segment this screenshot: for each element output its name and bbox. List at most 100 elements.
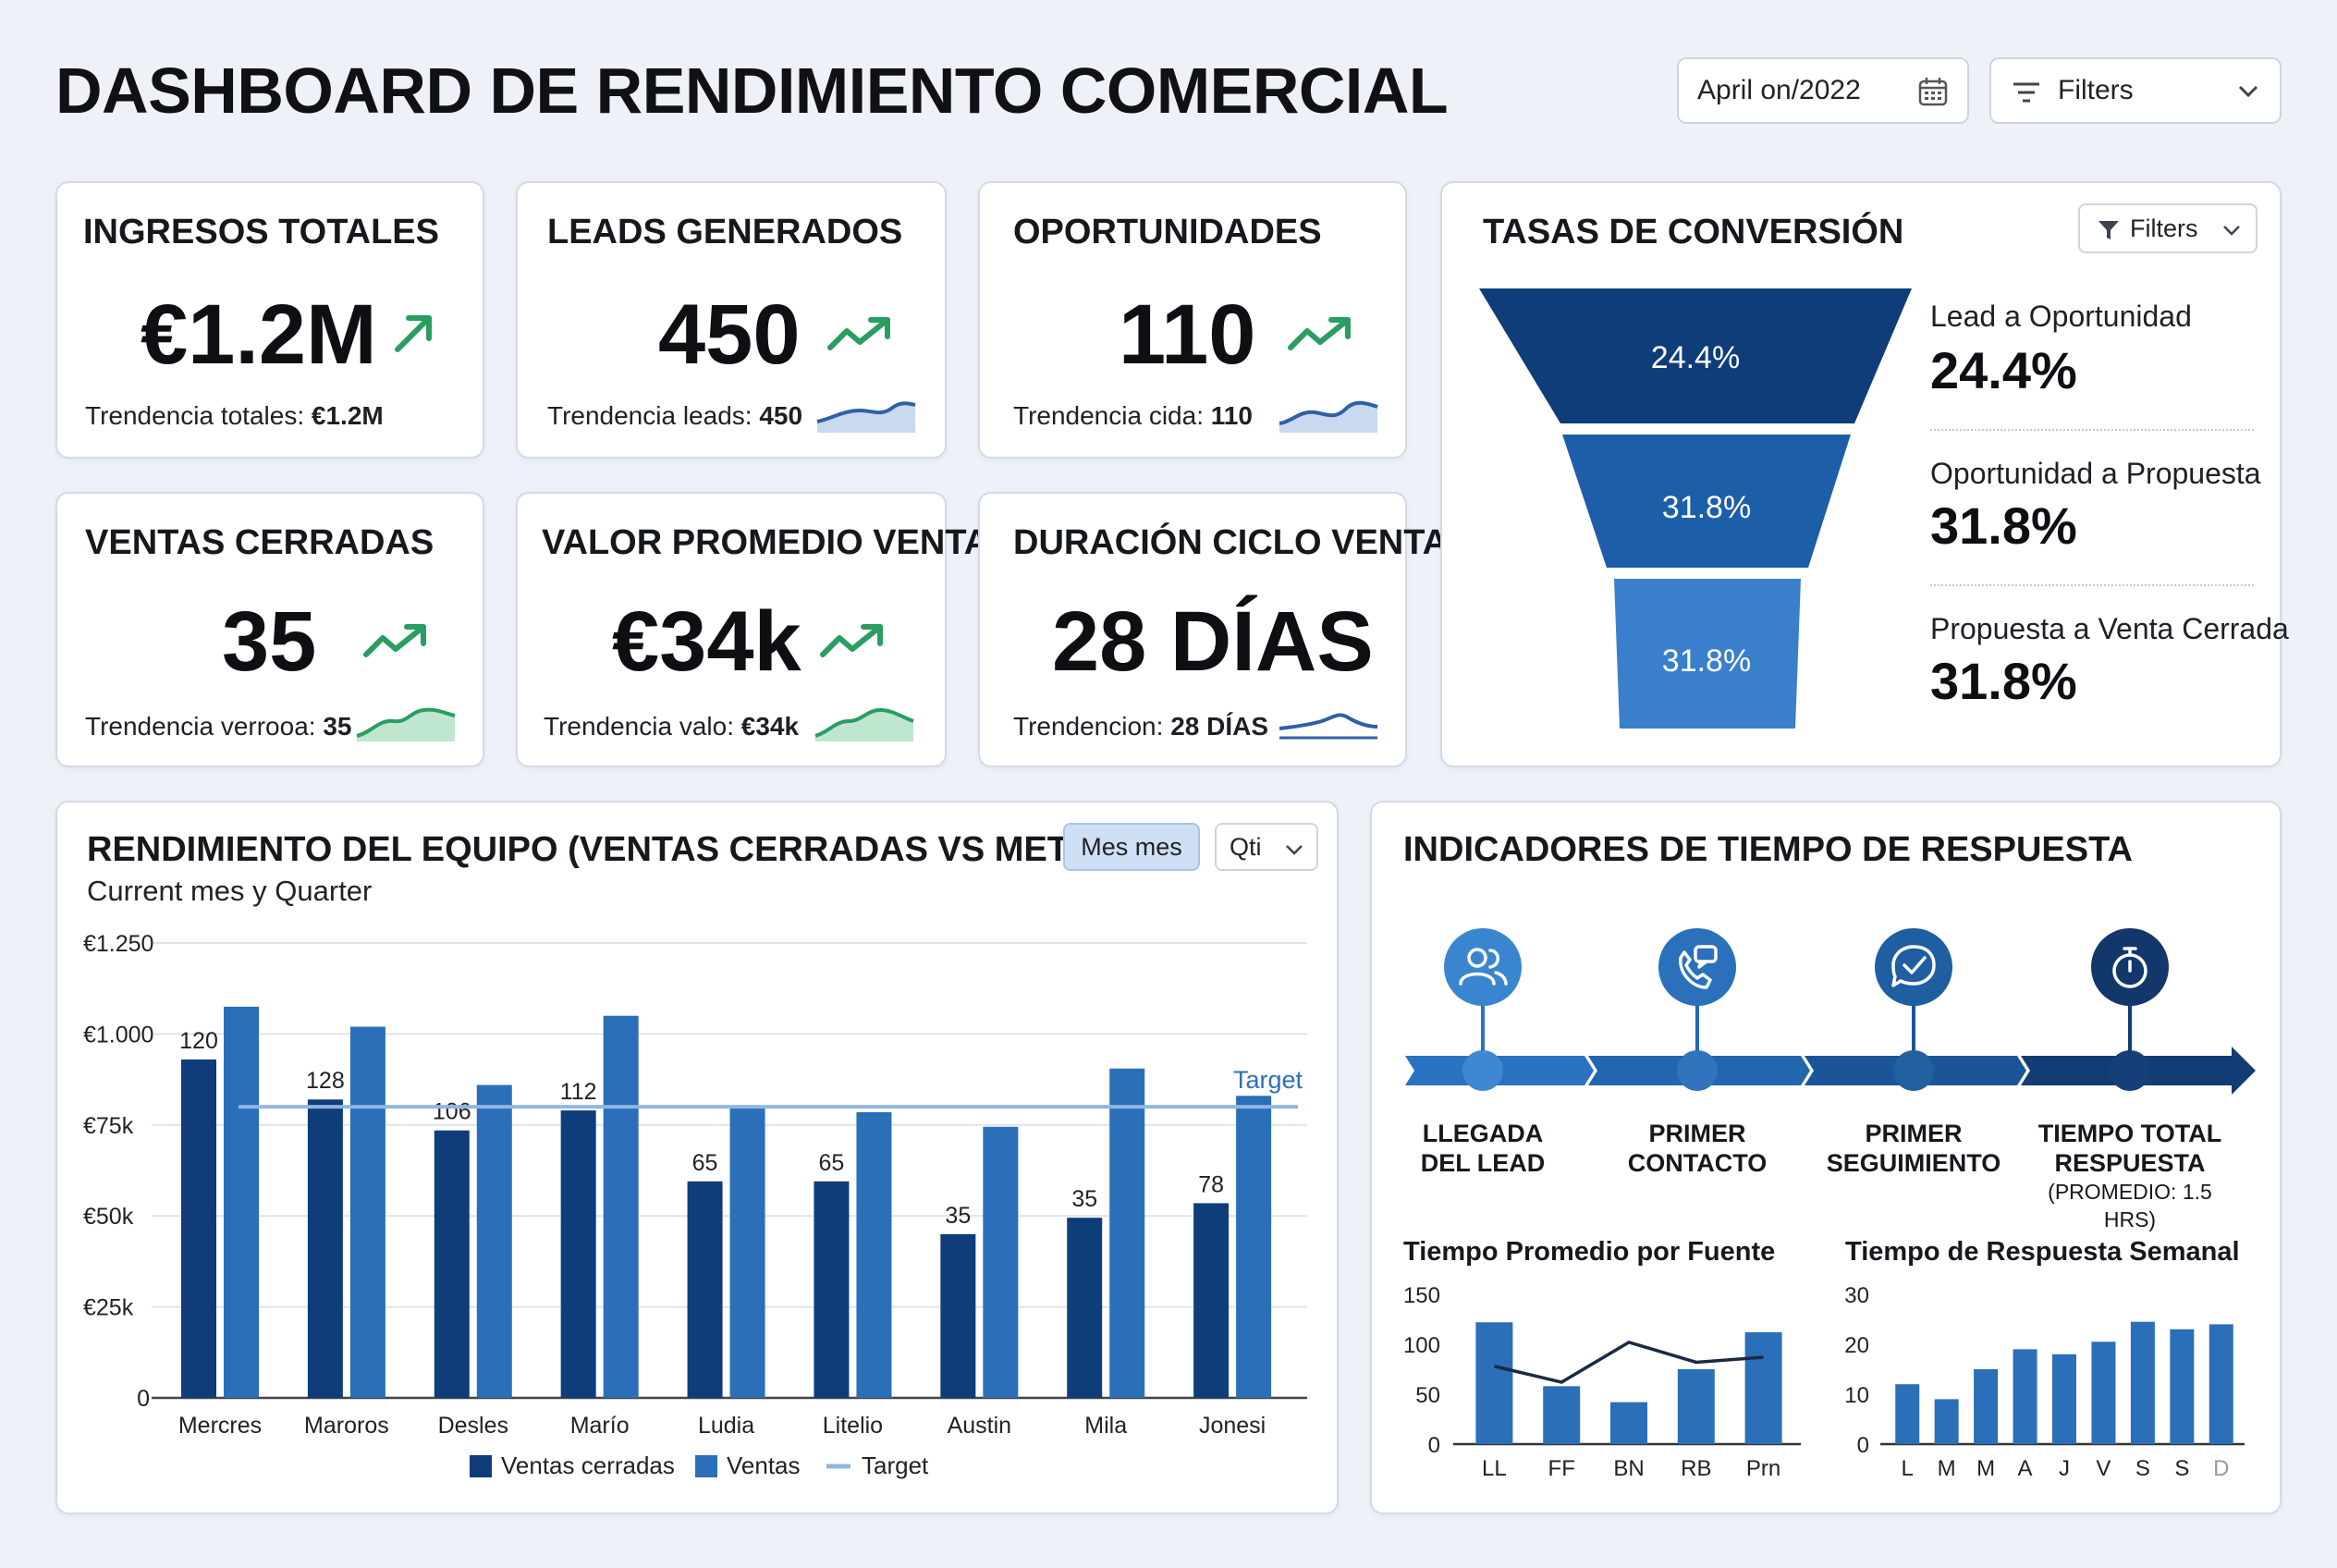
y-tick-label: 150	[1403, 1283, 1440, 1308]
x-tick-label: Desles	[438, 1413, 508, 1439]
y-tick-label: 20	[1844, 1333, 1869, 1358]
funnel-label: 31.8%	[1662, 490, 1751, 525]
weekly-bar	[1934, 1399, 1959, 1444]
sparkline	[1279, 400, 1378, 433]
toggle-month-button[interactable]: Mes mes	[1063, 823, 1200, 871]
x-tick-label: Maroros	[304, 1413, 389, 1439]
bar-ventas	[603, 1015, 639, 1398]
x-tick-label: Prn	[1746, 1456, 1780, 1481]
y-tick-label: 0	[137, 1386, 150, 1412]
y-tick-label: €25k	[83, 1295, 134, 1321]
kpi-card-valor-promedio: VALOR PROMEDIO VENTA €34k Trendencia val…	[516, 492, 989, 767]
filter-lines-icon	[2013, 82, 2039, 103]
x-tick-label: V	[2096, 1456, 2111, 1481]
phone-chat-icon	[1679, 945, 1718, 989]
funnel-stage-2	[1562, 435, 1851, 568]
bar-ventas	[224, 1006, 259, 1398]
kpi-title: VALOR PROMEDIO VENTA	[542, 523, 990, 562]
filters-dropdown[interactable]: Filters	[1989, 57, 2282, 124]
toggle-month-label: Mes mes	[1081, 832, 1182, 861]
x-tick-label: A	[2018, 1456, 2033, 1481]
conversion-stage-label: Oportunidad a Propuesta	[1930, 457, 2261, 490]
x-tick-label: J	[2059, 1456, 2070, 1481]
kpi-title: INGRESOS TOTALES	[83, 213, 439, 251]
y-tick-label: 0	[1857, 1433, 1869, 1458]
legend-label: Ventas	[727, 1452, 801, 1479]
x-tick-label: L	[1902, 1456, 1914, 1481]
bar-data-label: 35	[1071, 1186, 1097, 1212]
x-tick-label: BN	[1613, 1456, 1644, 1481]
bar-ventas-cerradas	[434, 1130, 470, 1398]
conversion-filters-button[interactable]: Filters	[2078, 203, 2257, 253]
funnel-label: 24.4%	[1651, 340, 1740, 375]
y-tick-label: €50k	[83, 1204, 134, 1230]
conversion-filters-label: Filters	[2130, 214, 2198, 242]
y-tick-label: 100	[1403, 1333, 1440, 1358]
bar-ventas	[983, 1126, 1019, 1398]
team-performance-card: RENDIMIENTO DEL EQUIPO (VENTAS CERRADAS …	[55, 801, 1339, 1514]
legend-label: Target	[862, 1452, 929, 1479]
weekly-bar	[2130, 1321, 2155, 1444]
kpi-value: €1.2M	[141, 288, 377, 382]
kpi-title: VENTAS CERRADAS	[85, 523, 434, 562]
x-tick-label: Austin	[948, 1413, 1011, 1439]
y-tick-label: €1.000	[83, 1022, 153, 1047]
kpi-trend: Trendencia totales: €1.2M	[85, 401, 384, 430]
divider	[1930, 429, 2254, 431]
stopwatch-icon	[2112, 947, 2147, 988]
conversion-stage-label: Propuesta a Venta Cerrada	[1930, 612, 2289, 645]
bar-ventas-cerradas	[814, 1181, 850, 1398]
bar-ventas	[1109, 1068, 1145, 1398]
kpi-title: OPORTUNIDADES	[1013, 213, 1322, 251]
y-tick-label: 0	[1428, 1433, 1440, 1458]
date-value: April on/2022	[1697, 75, 1861, 105]
conversion-title: TASAS DE CONVERSIÓN	[1483, 213, 1904, 251]
check-chat-icon	[1891, 945, 1936, 987]
funnel-stage-1	[1479, 288, 1912, 423]
legend-swatch	[470, 1455, 492, 1477]
kpi-title: LEADS GENERADOS	[547, 213, 903, 251]
chevron-down-icon	[2223, 226, 2240, 236]
source-bar	[1610, 1402, 1647, 1444]
funnel-filter-icon	[2098, 221, 2119, 239]
kpi-trend: Trendencion: 28 DÍAS	[1013, 712, 1269, 741]
x-tick-label: D	[2213, 1456, 2229, 1481]
source-time-chart: 0 50 100 150 LL FF BN RB Prn	[1403, 1283, 1801, 1481]
weekly-bar	[2209, 1324, 2233, 1444]
trend-zigzag-icon	[1288, 317, 1351, 350]
conversion-card: TASAS DE CONVERSIÓN Filters 24.4% 31.8% …	[1440, 181, 2289, 767]
bar-data-label: 120	[179, 1028, 218, 1054]
team-chart-title: RENDIMIENTO DEL EQUIPO (VENTAS CERRADAS …	[87, 830, 1104, 869]
kpi-card-ingresos: INGRESOS TOTALES €1.2M Trendencia totale…	[55, 181, 484, 459]
date-picker[interactable]: April on/2022	[1677, 57, 1969, 124]
y-tick-label: 50	[1415, 1383, 1440, 1408]
kpi-title: DURACIÓN CICLO VENTA	[1013, 523, 1449, 562]
source-chart-title: Tiempo Promedio por Fuente	[1403, 1237, 1776, 1267]
source-bar	[1475, 1322, 1513, 1444]
conversion-stage-label: Lead a Oportunidad	[1930, 300, 2192, 333]
bar-ventas	[1236, 1096, 1272, 1398]
weekly-bar	[1895, 1384, 1920, 1444]
sparkline-green	[814, 707, 914, 741]
response-title: INDICADORES DE TIEMPO DE RESPUESTA	[1403, 830, 2133, 869]
x-tick-label: Mila	[1084, 1413, 1127, 1439]
y-tick-label: 10	[1844, 1383, 1869, 1408]
filters-label: Filters	[2058, 75, 2134, 105]
x-tick-label: Mercres	[178, 1413, 262, 1439]
weekly-bar	[2170, 1329, 2195, 1444]
team-bar-chart: 0 €25k €50k €75k €1.000 €1.250 120 Mercres 128 Ma…	[83, 931, 1307, 1479]
x-tick-label: S	[2174, 1456, 2189, 1481]
x-tick-label: M	[1938, 1456, 1956, 1481]
kpi-value: 110	[1119, 288, 1256, 382]
conversion-funnel: 24.4% 31.8% 31.8%	[1479, 288, 1912, 729]
x-tick-label: M	[1976, 1456, 1995, 1481]
bar-data-label: 106	[433, 1099, 471, 1125]
kpi-trend: Trendencia valo: €34k	[544, 712, 800, 741]
legend-label: Ventas cerradas	[501, 1452, 675, 1479]
conversion-stage-value: 31.8%	[1930, 652, 2077, 710]
toggle-quarter-dropdown[interactable]: Qti	[1215, 823, 1318, 871]
kpi-card-leads: LEADS GENERADOS 450 Trendencia leads: 45…	[516, 181, 947, 459]
kpi-card-ventas-cerradas: VENTAS CERRADAS 35 Trendencia verrooa: 3…	[55, 492, 484, 767]
users-icon	[1459, 948, 1508, 986]
